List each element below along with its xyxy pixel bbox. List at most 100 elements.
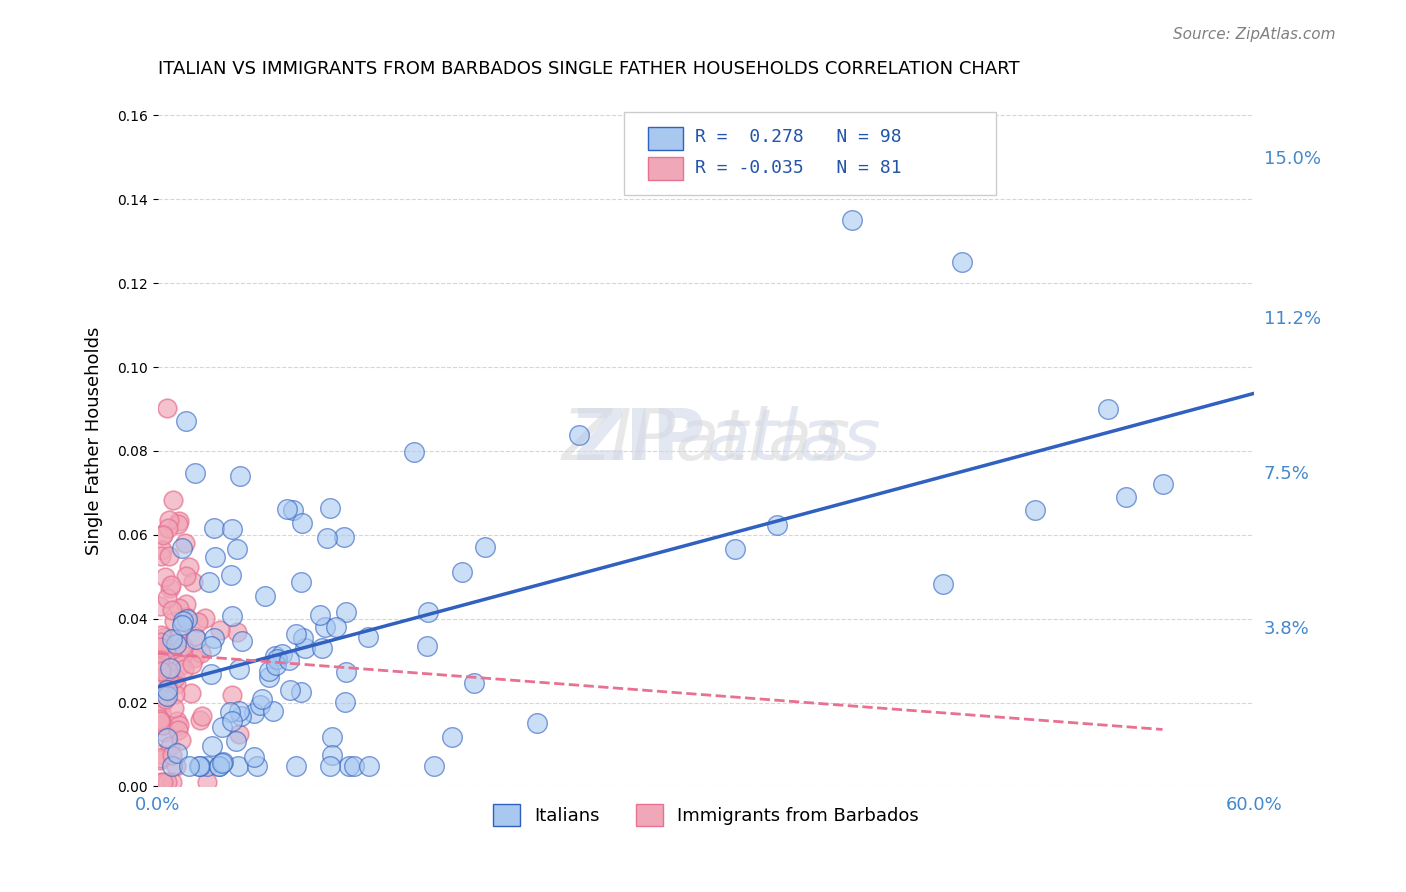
Point	[212, 756, 235, 770]
Point	[333, 695, 356, 709]
Point	[319, 500, 342, 515]
Point	[153, 630, 176, 644]
Point	[174, 536, 197, 550]
Point	[257, 670, 280, 684]
Point	[187, 758, 209, 772]
Point	[440, 731, 463, 745]
Point	[166, 723, 188, 737]
Point	[190, 713, 212, 727]
Point	[246, 758, 269, 772]
Point	[1097, 402, 1119, 417]
Point	[162, 603, 184, 617]
Point	[152, 775, 174, 789]
Point	[357, 631, 380, 645]
Point	[264, 649, 287, 664]
Point	[160, 673, 183, 687]
Point	[285, 627, 308, 641]
Point	[321, 730, 343, 744]
Point	[1115, 490, 1137, 504]
Text: Source: ZipAtlas.com: Source: ZipAtlas.com	[1173, 27, 1336, 42]
Text: ZIP: ZIP	[574, 406, 706, 475]
Point	[249, 698, 271, 713]
Point	[149, 775, 172, 789]
Point	[200, 639, 222, 653]
Point	[228, 704, 250, 718]
Point	[242, 706, 264, 721]
Point	[149, 549, 172, 564]
Point	[314, 620, 336, 634]
Point	[170, 732, 193, 747]
Point	[149, 714, 172, 728]
Point	[149, 747, 172, 761]
Point	[950, 255, 973, 269]
Point	[568, 428, 591, 442]
Point	[278, 653, 301, 667]
Point	[174, 568, 197, 582]
Point	[172, 614, 194, 628]
Point	[266, 652, 288, 666]
Point	[174, 597, 197, 611]
Point	[169, 658, 191, 673]
Point	[229, 709, 252, 723]
Point	[308, 608, 330, 623]
Point	[176, 612, 198, 626]
Point	[159, 660, 181, 674]
Point	[174, 414, 197, 428]
Point	[281, 503, 304, 517]
Point	[150, 627, 173, 641]
Point	[157, 649, 180, 664]
Point	[294, 640, 316, 655]
Point	[229, 468, 252, 483]
Point	[284, 758, 307, 772]
Point	[290, 685, 312, 699]
Point	[165, 676, 187, 690]
Point	[166, 747, 188, 761]
Point	[181, 657, 204, 672]
Point	[271, 647, 294, 661]
Point	[150, 661, 173, 675]
Point	[156, 731, 179, 745]
Point	[184, 632, 207, 646]
Point	[451, 565, 474, 579]
Point	[188, 758, 211, 772]
Point	[276, 501, 298, 516]
Point	[724, 541, 747, 556]
Point	[149, 653, 172, 667]
Point	[160, 775, 183, 789]
Point	[176, 609, 198, 624]
Point	[335, 665, 357, 680]
Point	[219, 568, 242, 582]
Point	[150, 664, 173, 678]
Point	[173, 662, 195, 676]
Point	[152, 527, 174, 541]
Y-axis label: Single Father Households: Single Father Households	[86, 326, 103, 555]
Point	[170, 617, 193, 632]
Point	[195, 758, 218, 772]
Point	[202, 631, 225, 645]
Point	[204, 549, 226, 564]
Point	[253, 589, 276, 603]
Point	[167, 631, 190, 645]
Point	[463, 676, 485, 690]
Point	[290, 575, 312, 590]
Point	[163, 687, 186, 701]
Point	[157, 513, 180, 527]
Point	[416, 605, 439, 619]
Point	[150, 644, 173, 658]
Point	[166, 714, 188, 728]
FancyBboxPatch shape	[624, 112, 997, 194]
Point	[150, 640, 173, 655]
Point	[197, 575, 219, 590]
Point	[177, 559, 200, 574]
Point	[243, 750, 266, 764]
Point	[191, 708, 214, 723]
Point	[163, 614, 186, 628]
Point	[278, 683, 301, 698]
Point	[218, 706, 240, 720]
Point	[169, 717, 191, 731]
Point	[221, 688, 243, 702]
Point	[332, 530, 354, 544]
Point	[187, 615, 209, 629]
Point	[228, 662, 250, 676]
Point	[201, 739, 224, 753]
